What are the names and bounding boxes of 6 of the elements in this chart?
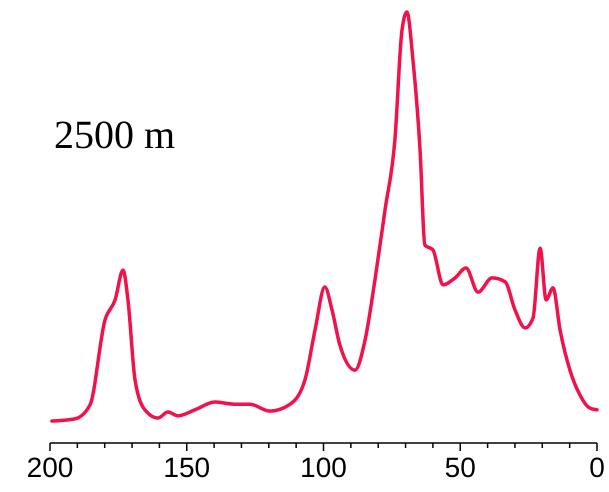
x-tick-label: 200 bbox=[26, 452, 74, 483]
x-tick-label: 0 bbox=[589, 452, 605, 483]
x-tick-label: 50 bbox=[444, 452, 476, 483]
x-tick-label: 100 bbox=[300, 452, 347, 483]
x-tick-label: 150 bbox=[163, 452, 210, 483]
annotation: 2500 m bbox=[54, 112, 176, 157]
